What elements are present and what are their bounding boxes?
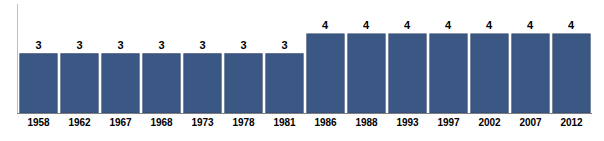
svg-text:1981: 1981 bbox=[273, 117, 296, 128]
svg-text:2002: 2002 bbox=[478, 117, 501, 128]
svg-text:4: 4 bbox=[404, 19, 411, 31]
svg-text:4: 4 bbox=[527, 19, 534, 31]
svg-text:1973: 1973 bbox=[191, 117, 214, 128]
svg-text:3: 3 bbox=[117, 39, 123, 51]
svg-text:2012: 2012 bbox=[560, 117, 583, 128]
svg-text:1986: 1986 bbox=[314, 117, 337, 128]
svg-text:3: 3 bbox=[35, 39, 41, 51]
svg-text:4: 4 bbox=[322, 19, 329, 31]
svg-text:3: 3 bbox=[158, 39, 164, 51]
svg-text:1962: 1962 bbox=[68, 117, 91, 128]
svg-text:1993: 1993 bbox=[396, 117, 419, 128]
svg-text:1967: 1967 bbox=[109, 117, 132, 128]
svg-text:3: 3 bbox=[199, 39, 205, 51]
svg-text:3: 3 bbox=[240, 39, 246, 51]
svg-text:1968: 1968 bbox=[150, 117, 173, 128]
svg-text:3: 3 bbox=[281, 39, 287, 51]
svg-text:1978: 1978 bbox=[232, 117, 255, 128]
svg-text:1988: 1988 bbox=[355, 117, 378, 128]
svg-text:2007: 2007 bbox=[519, 117, 542, 128]
svg-text:4: 4 bbox=[568, 19, 575, 31]
svg-text:1958: 1958 bbox=[27, 117, 50, 128]
svg-text:4: 4 bbox=[445, 19, 452, 31]
svg-text:4: 4 bbox=[363, 19, 370, 31]
svg-text:4: 4 bbox=[486, 19, 493, 31]
svg-text:3: 3 bbox=[76, 39, 82, 51]
svg-text:1997: 1997 bbox=[437, 117, 460, 128]
